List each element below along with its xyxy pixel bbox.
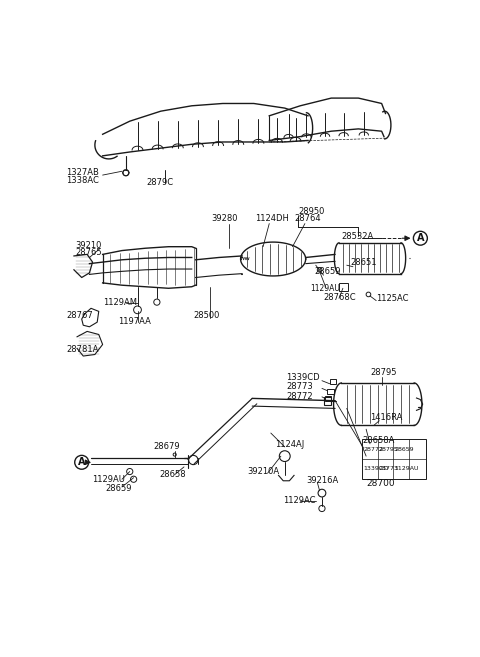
Text: 39216A: 39216A xyxy=(306,476,339,486)
Text: 1327AB: 1327AB xyxy=(66,168,99,177)
Text: 28773: 28773 xyxy=(286,382,313,392)
Text: 1338AC: 1338AC xyxy=(66,176,99,185)
Text: 1129AC: 1129AC xyxy=(283,496,316,505)
Text: 28765: 28765 xyxy=(75,248,102,258)
Text: 1339CD: 1339CD xyxy=(363,466,388,471)
Text: 28795: 28795 xyxy=(370,369,396,378)
Text: 1339CD: 1339CD xyxy=(286,373,320,382)
Text: 39210A: 39210A xyxy=(248,467,280,476)
Text: 28781A: 28781A xyxy=(66,346,98,354)
Bar xyxy=(325,396,331,401)
Text: 28772: 28772 xyxy=(286,392,313,401)
Text: 28795: 28795 xyxy=(379,447,398,452)
Text: 2879C: 2879C xyxy=(147,178,174,187)
Text: 1129AU: 1129AU xyxy=(311,284,340,293)
Text: 1416RA: 1416RA xyxy=(370,413,402,422)
Text: 1129AU: 1129AU xyxy=(93,475,125,484)
Text: 28659: 28659 xyxy=(105,484,132,493)
Text: 28767: 28767 xyxy=(66,311,93,321)
Text: A: A xyxy=(417,233,424,243)
Text: 28679: 28679 xyxy=(153,442,180,451)
Bar xyxy=(362,439,426,479)
Text: 28658: 28658 xyxy=(159,470,186,479)
Text: 39210: 39210 xyxy=(75,240,102,250)
Bar xyxy=(339,283,348,290)
Text: 28768C: 28768C xyxy=(324,293,356,302)
Text: 28700: 28700 xyxy=(366,478,395,487)
Text: 28764: 28764 xyxy=(294,214,321,223)
Text: 28950: 28950 xyxy=(298,207,324,215)
Text: 1129AM: 1129AM xyxy=(103,298,137,307)
Bar xyxy=(327,389,334,394)
Bar xyxy=(324,397,331,405)
Text: 39280: 39280 xyxy=(211,214,238,223)
Text: 1129AU: 1129AU xyxy=(394,466,419,471)
Text: 28500: 28500 xyxy=(193,311,220,321)
Text: 28651: 28651 xyxy=(350,258,377,267)
Bar xyxy=(330,379,336,384)
Text: A: A xyxy=(78,457,85,467)
Text: 1125AC: 1125AC xyxy=(376,294,408,303)
Text: 1124DH: 1124DH xyxy=(255,214,289,223)
Text: 28532A: 28532A xyxy=(341,232,373,241)
Text: 28659: 28659 xyxy=(394,447,414,452)
Text: 1197AA: 1197AA xyxy=(118,317,151,326)
Text: 28773: 28773 xyxy=(379,466,398,471)
Text: 28659: 28659 xyxy=(314,267,341,276)
Text: 1124AJ: 1124AJ xyxy=(276,440,305,449)
Text: 28772: 28772 xyxy=(363,447,383,452)
Text: 28658A: 28658A xyxy=(362,436,395,445)
